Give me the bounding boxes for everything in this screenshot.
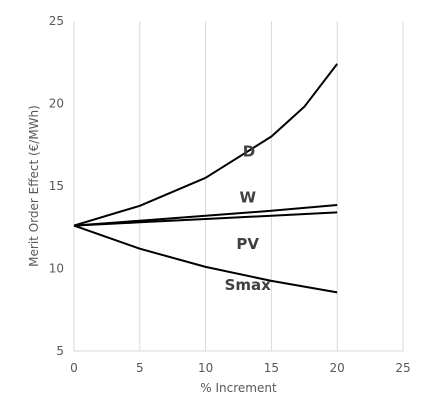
x-axis-title: % Increment <box>200 381 277 395</box>
x-tick-label: 15 <box>264 361 279 375</box>
y-tick-label: 10 <box>49 262 64 276</box>
x-tick-label: 0 <box>70 361 78 375</box>
y-tick-label: 15 <box>49 179 64 193</box>
series-line-w <box>73 204 338 227</box>
series-label-w: W <box>239 189 256 207</box>
series-labels: D W PV Smax <box>225 142 272 294</box>
axes <box>73 21 403 352</box>
x-tick-label: 5 <box>136 361 144 375</box>
y-tick-label: 20 <box>49 97 64 111</box>
series-label-pv: PV <box>236 235 259 253</box>
x-tick-label: 25 <box>395 361 410 375</box>
x-tick-label: 20 <box>330 361 345 375</box>
series-line-smax <box>73 224 338 294</box>
series-label-d: D <box>243 142 255 160</box>
series-label-smax: Smax <box>225 276 272 294</box>
grid-lines <box>139 21 404 351</box>
x-tick-label: 10 <box>198 361 213 375</box>
y-tick-label: 5 <box>56 344 64 358</box>
y-tick-label: 25 <box>49 14 64 28</box>
series-line-pv <box>73 211 338 227</box>
series-lines <box>73 63 338 294</box>
y-axis-title: Merit Order Effect (€/MWh) <box>27 105 41 267</box>
series-line-d <box>73 63 338 227</box>
